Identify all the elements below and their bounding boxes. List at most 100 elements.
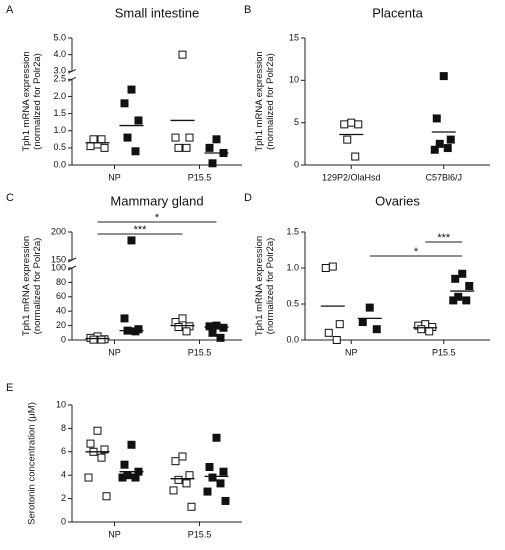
data-point — [219, 467, 228, 476]
data-point — [212, 135, 221, 144]
data-point — [432, 114, 441, 123]
data-point — [182, 327, 191, 336]
data-point — [417, 325, 426, 334]
y-tick-label: 3.0 — [53, 66, 66, 76]
significance-label: *** — [437, 232, 451, 244]
data-point — [185, 471, 194, 480]
chart-title: Mammary gland — [110, 193, 203, 208]
chart-title: Ovaries — [375, 193, 420, 208]
data-point — [127, 236, 136, 245]
y-tick-label: 6 — [61, 446, 66, 456]
data-point — [100, 445, 109, 454]
y-axis-label: Tph1 mRNA expression — [254, 51, 265, 151]
data-point — [205, 463, 214, 472]
data-point — [102, 492, 111, 501]
data-point — [354, 120, 363, 129]
data-point — [340, 120, 349, 129]
data-point — [120, 314, 129, 323]
data-point — [118, 473, 127, 482]
data-point — [439, 72, 448, 81]
data-point — [89, 135, 98, 144]
y-axis-label: (normalized for Polr2a) — [32, 238, 43, 335]
y-tick-label: 8 — [61, 423, 66, 433]
axis-break — [67, 76, 77, 82]
y-tick-label: 10 — [289, 75, 299, 85]
y-axis-label: Tph1 mRNA expression — [21, 51, 32, 151]
y-tick-label: 15 — [289, 32, 299, 42]
y-tick-label: 0.5 — [286, 298, 299, 308]
y-tick-label: 60 — [56, 291, 66, 301]
significance-label: * — [155, 212, 160, 224]
y-tick-label: 4.0 — [53, 49, 66, 59]
axis-break — [67, 257, 77, 263]
y-tick-label: 1.0 — [53, 125, 66, 135]
data-point — [347, 118, 356, 127]
data-point — [187, 502, 196, 511]
data-point — [219, 323, 228, 332]
x-tick-label: 129P2/OlaHsd — [322, 172, 381, 182]
data-point — [131, 473, 140, 482]
panel-label: D — [244, 192, 252, 204]
data-point — [84, 473, 93, 482]
axis-break — [67, 68, 77, 74]
y-tick-label: 0 — [294, 159, 299, 169]
y-tick-label: 1.5 — [53, 108, 66, 118]
chart-title: Small intestine — [115, 5, 200, 20]
data-point — [324, 328, 333, 337]
y-tick-label: 2 — [61, 493, 66, 503]
data-point — [100, 143, 109, 152]
data-point — [365, 303, 374, 312]
data-point — [131, 147, 140, 156]
y-tick-label: 2.0 — [53, 91, 66, 101]
y-tick-label: 0 — [61, 334, 66, 344]
y-tick-label: 0.0 — [286, 334, 299, 344]
y-tick-label: 1.5 — [286, 226, 299, 236]
data-point — [443, 144, 452, 153]
y-tick-label: 5 — [294, 117, 299, 127]
y-tick-label: 0.0 — [53, 159, 66, 169]
data-point — [449, 296, 458, 305]
data-point — [89, 335, 98, 344]
panel-label: A — [6, 4, 14, 16]
data-point — [372, 325, 381, 334]
y-tick-label: 10 — [56, 399, 66, 409]
data-point — [205, 322, 214, 331]
x-tick-label: P15.5 — [188, 172, 212, 182]
data-point — [351, 152, 360, 161]
data-point — [332, 336, 341, 344]
data-point — [97, 453, 106, 462]
data-point — [169, 486, 178, 495]
data-point — [221, 496, 230, 505]
y-tick-label: 80 — [56, 277, 66, 287]
x-tick-label: P15.5 — [432, 347, 456, 357]
data-point — [451, 274, 460, 283]
y-tick-label: 20 — [56, 320, 66, 330]
data-point — [343, 135, 352, 144]
data-point — [86, 439, 95, 448]
data-point — [120, 460, 129, 469]
y-tick-label: 100 — [51, 262, 66, 272]
data-point — [182, 479, 191, 488]
data-point — [212, 433, 221, 442]
data-point — [127, 85, 136, 94]
x-tick-label: P15.5 — [188, 347, 212, 357]
data-point — [97, 135, 106, 144]
x-tick-label: C57Bl6/J — [425, 172, 462, 182]
axis-break — [67, 265, 77, 271]
data-point — [97, 335, 106, 344]
y-axis-label: Serotonin concentration (μM) — [27, 402, 38, 525]
y-tick-label: 40 — [56, 306, 66, 316]
data-point — [174, 323, 183, 332]
data-point — [174, 475, 183, 484]
data-point — [465, 282, 474, 290]
data-point — [131, 327, 140, 336]
x-tick-label: NP — [108, 172, 121, 182]
data-point — [446, 135, 455, 144]
significance-label: * — [414, 246, 419, 258]
data-point — [212, 321, 221, 330]
data-point — [435, 139, 444, 148]
x-tick-label: NP — [345, 347, 358, 357]
data-point — [208, 159, 217, 168]
data-point — [208, 328, 217, 337]
